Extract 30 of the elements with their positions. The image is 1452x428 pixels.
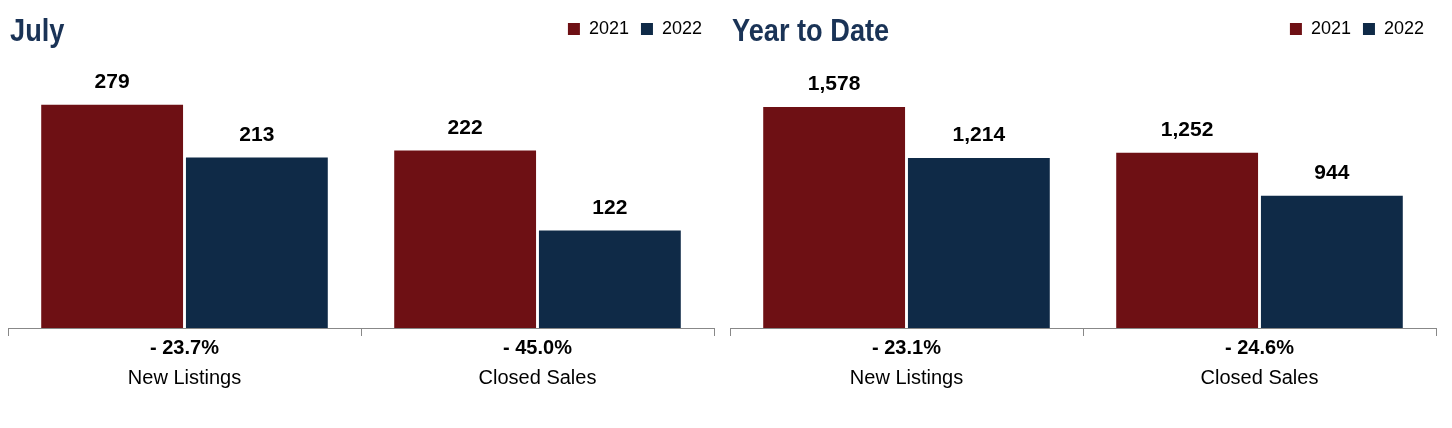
- text: - 23.7%: [150, 335, 220, 358]
- legend-label: 2021: [588, 17, 629, 38]
- data-label: 1,252: [1160, 117, 1214, 141]
- chart-title: July: [10, 12, 65, 49]
- legend-label: 2021: [1310, 17, 1351, 38]
- bar: [1260, 195, 1403, 328]
- x-tick-label: Closed Sales: [478, 365, 597, 388]
- bar: [907, 158, 1050, 328]
- bar: [1116, 152, 1259, 328]
- bar: [394, 150, 537, 328]
- chart-title: Year to Date: [732, 12, 890, 49]
- text: - 45.0%: [503, 335, 573, 358]
- data-label: 122: [592, 194, 628, 218]
- x-tick-label: New Listings: [849, 365, 964, 388]
- x-tick-label: Closed Sales: [1200, 365, 1319, 388]
- bar: [763, 107, 906, 328]
- bar: [185, 157, 328, 328]
- bar: [41, 104, 184, 328]
- text: - 24.6%: [1225, 335, 1295, 358]
- legend-label: 2022: [661, 17, 702, 38]
- data-label: 222: [447, 114, 483, 138]
- text: - 23.1%: [872, 335, 942, 358]
- x-tick-label: New Listings: [127, 365, 242, 388]
- bar: [538, 230, 681, 328]
- data-label: 1,578: [807, 71, 861, 95]
- data-label: 279: [94, 69, 130, 93]
- data-label: 213: [239, 121, 275, 145]
- data-label: 1,214: [952, 122, 1006, 146]
- legend-label: 2022: [1383, 17, 1424, 38]
- data-label: 944: [1314, 160, 1350, 184]
